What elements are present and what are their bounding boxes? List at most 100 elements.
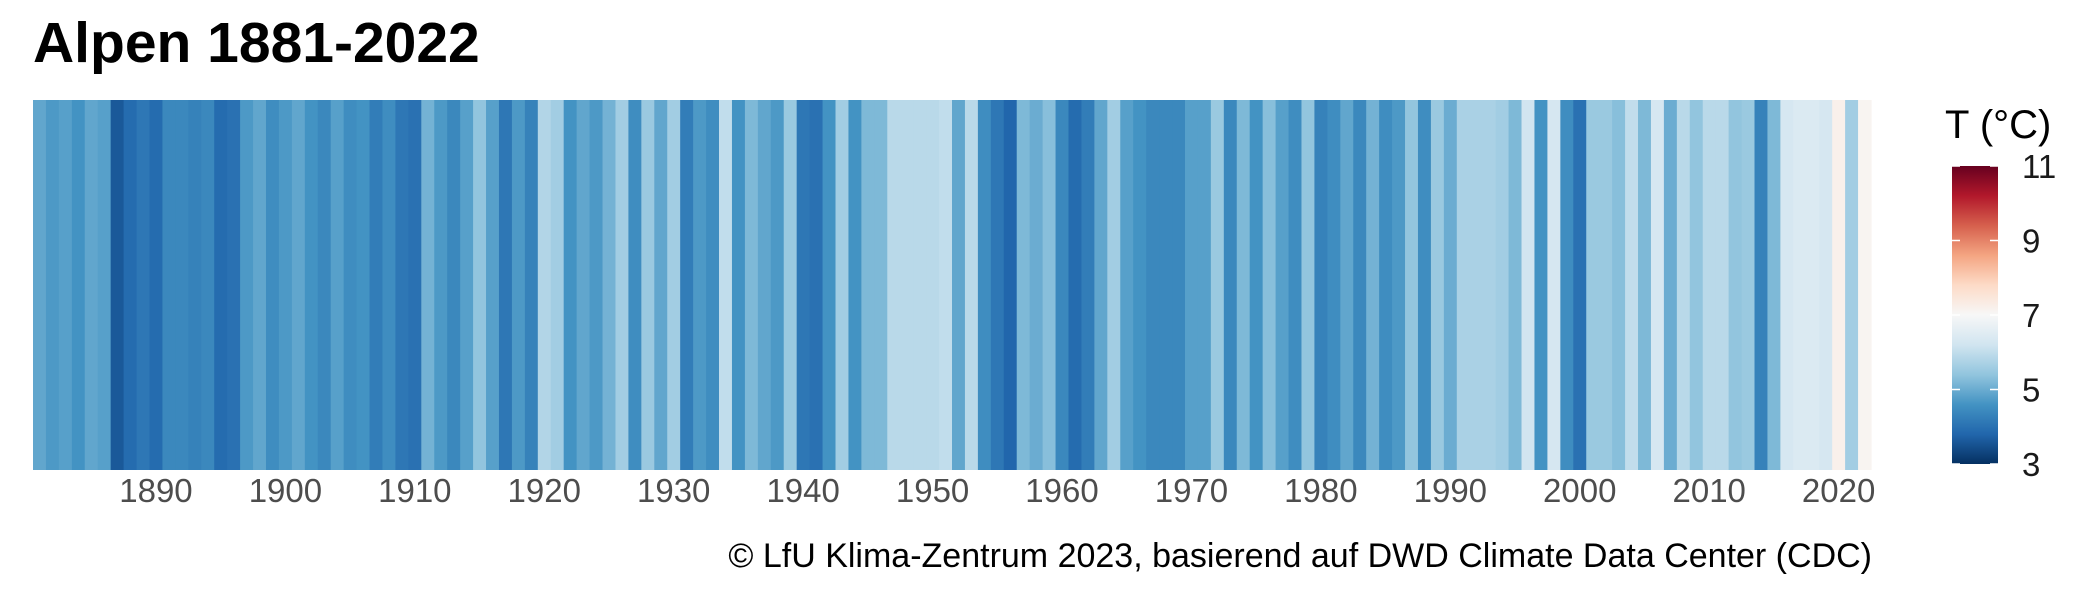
stripe-1910 (408, 100, 422, 470)
stripe-1907 (369, 100, 384, 470)
stripe-1919 (524, 100, 539, 470)
stripe-1914 (460, 100, 474, 470)
stripe-1911 (421, 100, 435, 470)
source-caption: © LfU Klima-Zentrum 2023, basierend auf … (728, 537, 1872, 575)
stripe-1970 (1184, 100, 1199, 470)
stripe-1902 (304, 100, 319, 470)
stripe-1905 (343, 100, 358, 470)
x-axis-ticks: 1890 1900 1910 1920 1930 1940 1950 1960 1970 1980… (119, 472, 1875, 509)
stripe-1974 (1236, 100, 1251, 470)
x-tick-label-1960: 1960 (1025, 472, 1098, 509)
stripe-1991 (1456, 100, 1471, 470)
stripe-1983 (1353, 100, 1367, 470)
legend-tick-label-5: 5 (2022, 372, 2040, 409)
stripe-1903 (317, 100, 332, 470)
stripe-1939 (783, 100, 798, 470)
stripe-1908 (382, 100, 397, 470)
stripe-1975 (1249, 100, 1264, 470)
stripe-1927 (628, 100, 642, 470)
stripe-1891 (162, 100, 176, 470)
stripe-1982 (1340, 100, 1354, 470)
stripe-1948 (900, 100, 914, 470)
x-tick-label-1900: 1900 (249, 472, 322, 509)
x-tick-label-1980: 1980 (1284, 472, 1357, 509)
stripe-1896 (227, 100, 241, 470)
stripe-2016 (1780, 100, 1794, 470)
stripe-2001 (1586, 100, 1600, 470)
stripe-1916 (486, 100, 500, 470)
stripe-1912 (434, 100, 448, 470)
stripe-1958 (1029, 100, 1044, 470)
stripe-1882 (45, 100, 60, 470)
stripe-1899 (265, 100, 280, 470)
stripe-1994 (1495, 100, 1510, 470)
stripe-1898 (253, 100, 267, 470)
x-tick-label-1910: 1910 (378, 472, 451, 509)
stripe-1947 (887, 100, 901, 470)
stripe-1920 (537, 100, 552, 470)
stripe-1992 (1469, 100, 1484, 470)
stripe-1886 (97, 100, 112, 470)
stripe-1936 (744, 100, 759, 470)
stripe-1987 (1405, 100, 1419, 470)
stripe-1897 (240, 100, 254, 470)
stripe-1997 (1534, 100, 1548, 470)
stripe-1965 (1120, 100, 1134, 470)
stripe-1893 (188, 100, 202, 470)
stripe-1956 (1003, 100, 1018, 470)
stripe-1904 (330, 100, 345, 470)
stripe-1967 (1146, 100, 1160, 470)
x-tick-label-1890: 1890 (119, 472, 192, 509)
stripe-2015 (1767, 100, 1781, 470)
stripe-1977 (1275, 100, 1290, 470)
stripe-1944 (848, 100, 862, 470)
stripe-1971 (1197, 100, 1212, 470)
stripe-1921 (550, 100, 565, 470)
stripe-2002 (1599, 100, 1613, 470)
stripe-1933 (706, 100, 720, 470)
stripe-1917 (498, 100, 513, 470)
stripe-2020 (1832, 100, 1846, 470)
stripe-2014 (1754, 100, 1769, 470)
x-tick-label-1990: 1990 (1414, 472, 1487, 509)
stripe-1932 (693, 100, 707, 470)
stripe-2010 (1702, 100, 1717, 470)
legend-title: T (°C) (1945, 103, 2051, 147)
x-tick-label-1950: 1950 (896, 472, 969, 509)
stripe-1962 (1081, 100, 1095, 470)
stripe-1989 (1430, 100, 1445, 470)
stripe-1978 (1288, 100, 1303, 470)
stripe-1909 (395, 100, 409, 470)
stripe-1995 (1508, 100, 1523, 470)
stripe-1988 (1417, 100, 1432, 470)
x-tick-label-1970: 1970 (1155, 472, 1228, 509)
stripe-1972 (1210, 100, 1225, 470)
stripe-1881 (33, 100, 47, 470)
stripe-1986 (1392, 100, 1406, 470)
stripe-1885 (84, 100, 99, 470)
x-tick-label-1930: 1930 (637, 472, 710, 509)
stripe-2004 (1625, 100, 1639, 470)
stripe-1969 (1172, 100, 1186, 470)
stripe-2000 (1573, 100, 1587, 470)
stripe-1961 (1068, 100, 1083, 470)
stripe-1966 (1133, 100, 1147, 470)
stripe-1929 (654, 100, 668, 470)
stripe-2008 (1676, 100, 1691, 470)
stripe-1957 (1016, 100, 1031, 470)
stripe-1925 (602, 100, 617, 470)
stripe-1951 (939, 100, 953, 470)
stripe-1926 (615, 100, 629, 470)
stripe-1973 (1223, 100, 1238, 470)
stripe-1935 (731, 100, 746, 470)
stripe-1887 (110, 100, 125, 470)
chart-title: Alpen 1881-2022 (33, 11, 480, 75)
stripe-1955 (990, 100, 1005, 470)
stripe-1949 (913, 100, 927, 470)
stripe-2005 (1638, 100, 1652, 470)
stripe-1943 (835, 100, 850, 470)
stripe-2007 (1663, 100, 1678, 470)
stripe-1979 (1301, 100, 1316, 470)
stripe-1950 (926, 100, 940, 470)
